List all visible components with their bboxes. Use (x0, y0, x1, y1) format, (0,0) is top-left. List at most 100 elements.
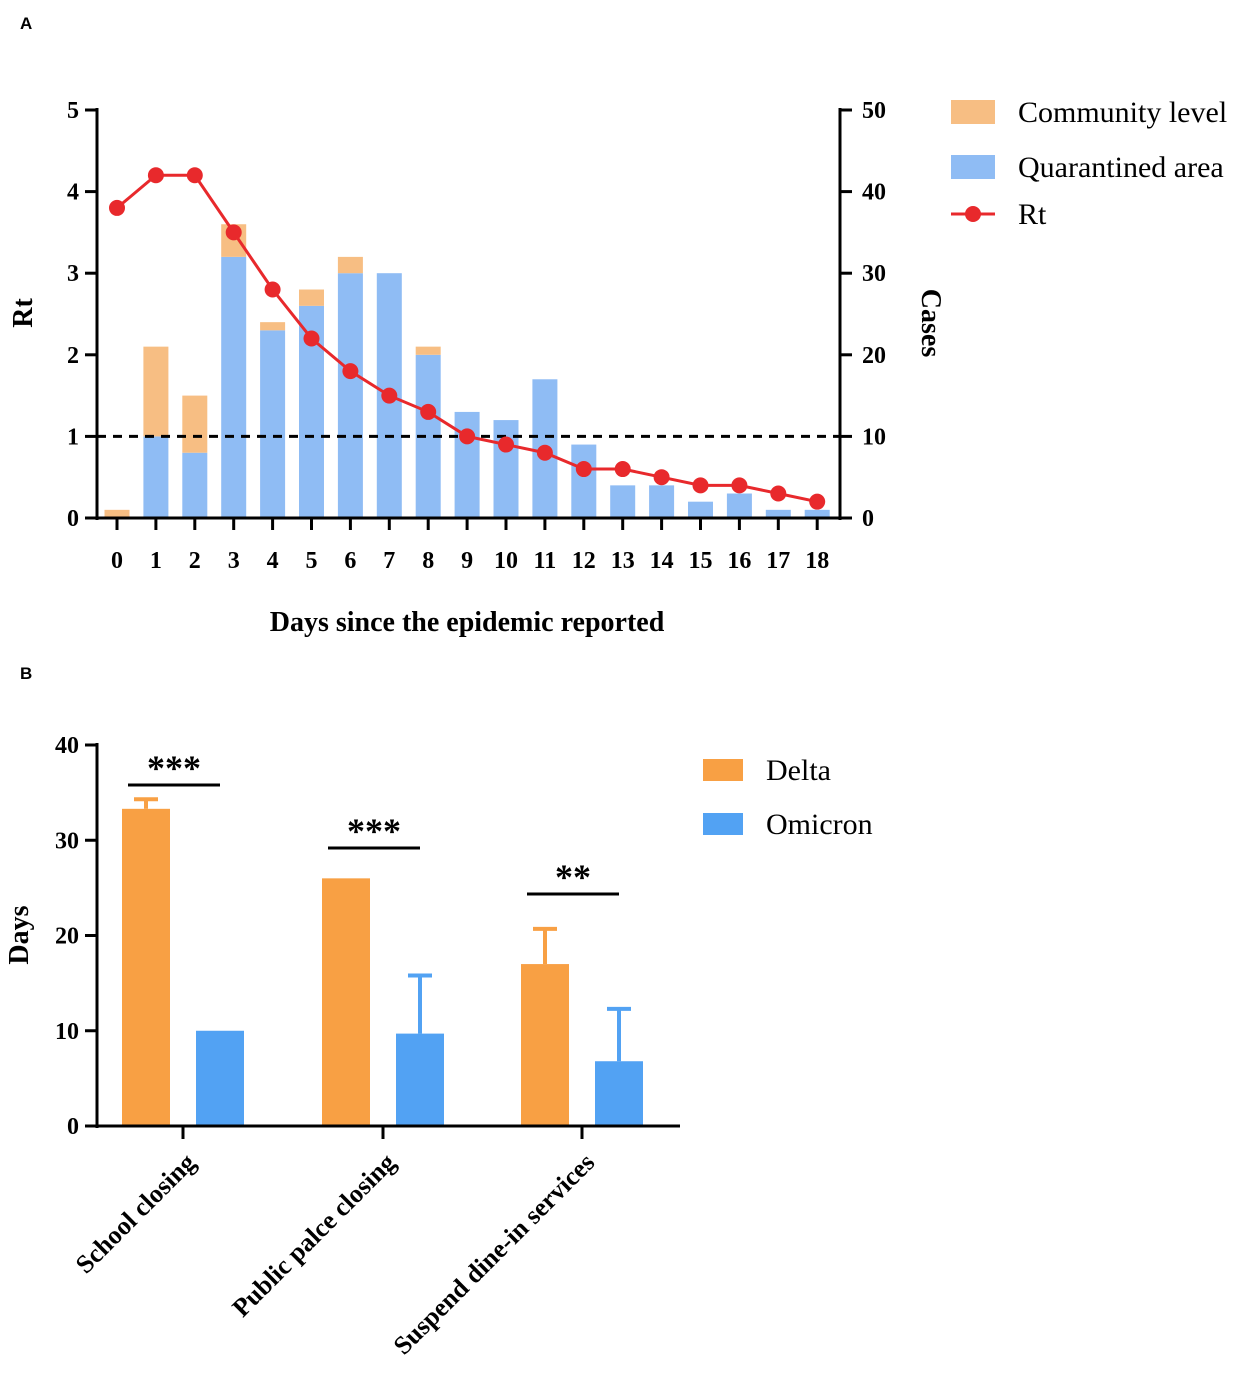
bar-community-day-1 (143, 346, 169, 437)
y2-tick-cases-50: 50 (862, 98, 886, 124)
y-axis-title-rt: Rt (8, 298, 39, 328)
x-tick-day-5: 5 (306, 548, 318, 574)
bar-community-day-0 (104, 509, 130, 518)
bar-community-day-6 (337, 256, 363, 274)
rt-point-day-18 (809, 493, 826, 510)
legend-label-2: Rt (1018, 198, 1047, 231)
y2-axis-title-cases: Cases (915, 289, 946, 358)
y-tick-rt-4: 4 (67, 180, 79, 206)
legend-swatch-0 (951, 100, 995, 124)
bar-quarantined-day-4 (260, 330, 286, 518)
rt-point-day-1 (147, 167, 164, 184)
bar-quarantined-day-12 (571, 444, 597, 518)
y2-tick-cases-20: 20 (862, 343, 886, 369)
y-tick-days-20: 20 (55, 924, 79, 950)
x-axis-title-days: Days since the epidemic reported (270, 607, 665, 638)
x-tick-day-6: 6 (344, 548, 356, 574)
legend-b: Delta Omicron (703, 754, 873, 841)
x-tick-day-7: 7 (383, 548, 395, 574)
y-tick-rt-1: 1 (67, 424, 79, 450)
significance-stars-0: *** (147, 748, 201, 788)
bar-community-day-4 (260, 322, 286, 331)
bar-quarantined-day-18 (804, 509, 830, 518)
bar-omicron-0 (196, 1030, 244, 1126)
rt-point-day-0 (109, 199, 125, 216)
rt-point-day-17 (770, 485, 787, 502)
x-tick-day-0: 0 (111, 548, 123, 574)
rt-point-day-8 (420, 403, 437, 420)
bar-omicron-1 (396, 1033, 444, 1126)
bar-community-day-2 (182, 395, 208, 453)
legend-label-0: Community level (1018, 96, 1227, 129)
y-tick-days-30: 30 (55, 828, 79, 854)
bar-community-day-8 (415, 346, 441, 355)
x-tick-day-11: 11 (534, 548, 557, 574)
y-tick-days-0: 0 (67, 1114, 79, 1140)
legend-swatch-2 (965, 206, 981, 222)
legend-b-label-1: Omicron (766, 808, 873, 841)
rt-point-day-5 (303, 330, 320, 347)
significance-stars-2: ** (555, 857, 591, 897)
bar-quarantined-day-2 (182, 452, 208, 518)
x-category-label-2: Suspend dine-in services (388, 1148, 601, 1361)
y-tick-rt-5: 5 (67, 98, 79, 124)
rt-point-day-16 (731, 477, 748, 494)
bar-quarantined-day-14 (649, 485, 675, 518)
x-category-label-1: Public palce closing (226, 1148, 401, 1323)
y-tick-rt-3: 3 (67, 261, 79, 287)
bar-quarantined-day-16 (726, 493, 752, 518)
bar-quarantined-day-3 (221, 256, 247, 518)
bar-delta-2 (521, 964, 569, 1126)
x-tick-day-10: 10 (494, 548, 518, 574)
rt-point-day-9 (459, 428, 476, 445)
x-category-label-0: School closing (70, 1148, 201, 1279)
legend-b-swatch-1 (703, 813, 743, 835)
legend-b-swatch-0 (703, 759, 743, 781)
legend-swatch-1 (951, 155, 995, 179)
bar-delta-1 (322, 878, 370, 1126)
rt-point-day-7 (381, 387, 398, 404)
x-tick-day-9: 9 (461, 548, 473, 574)
rt-point-day-4 (264, 281, 281, 298)
x-tick-day-4: 4 (267, 548, 279, 574)
y2-tick-cases-10: 10 (862, 424, 886, 450)
rt-point-day-12 (575, 461, 592, 478)
x-tick-day-18: 18 (805, 548, 829, 574)
bar-quarantined-day-6 (337, 273, 363, 518)
x-tick-day-15: 15 (689, 548, 713, 574)
significance-stars-1: *** (347, 811, 401, 851)
x-tick-day-17: 17 (766, 548, 790, 574)
bar-omicron-2 (595, 1061, 643, 1126)
bar-community-day-5 (299, 289, 324, 306)
legend-a: Community level Quarantined area Rt (951, 96, 1227, 231)
bar-quarantined-day-15 (688, 501, 713, 518)
rt-point-day-2 (186, 167, 203, 184)
x-tick-day-16: 16 (727, 548, 751, 574)
y-axis-title-days: Days (4, 905, 35, 964)
bar-quarantined-day-17 (765, 509, 791, 518)
y2-tick-cases-0: 0 (862, 506, 874, 532)
y2-tick-cases-40: 40 (862, 180, 886, 206)
rt-point-day-10 (498, 436, 514, 453)
bar-quarantined-day-1 (143, 436, 169, 518)
panel-b-label: B (20, 664, 33, 683)
x-tick-day-3: 3 (228, 548, 240, 574)
rt-point-day-11 (536, 444, 553, 461)
bar-delta-0 (122, 808, 170, 1126)
rt-point-day-14 (653, 469, 670, 486)
rt-point-day-6 (342, 363, 359, 380)
y2-tick-cases-30: 30 (862, 261, 886, 287)
rt-point-day-3 (225, 224, 242, 241)
y-tick-days-10: 10 (55, 1019, 79, 1045)
x-tick-day-8: 8 (422, 548, 434, 574)
panel-a-label: A (20, 14, 33, 33)
bar-quarantined-day-13 (610, 485, 636, 518)
y-tick-rt-0: 0 (67, 506, 79, 532)
rt-point-day-15 (692, 477, 709, 494)
x-tick-day-13: 13 (611, 548, 635, 574)
x-tick-day-12: 12 (572, 548, 596, 574)
x-tick-day-2: 2 (189, 548, 201, 574)
y-tick-days-40: 40 (55, 733, 79, 759)
